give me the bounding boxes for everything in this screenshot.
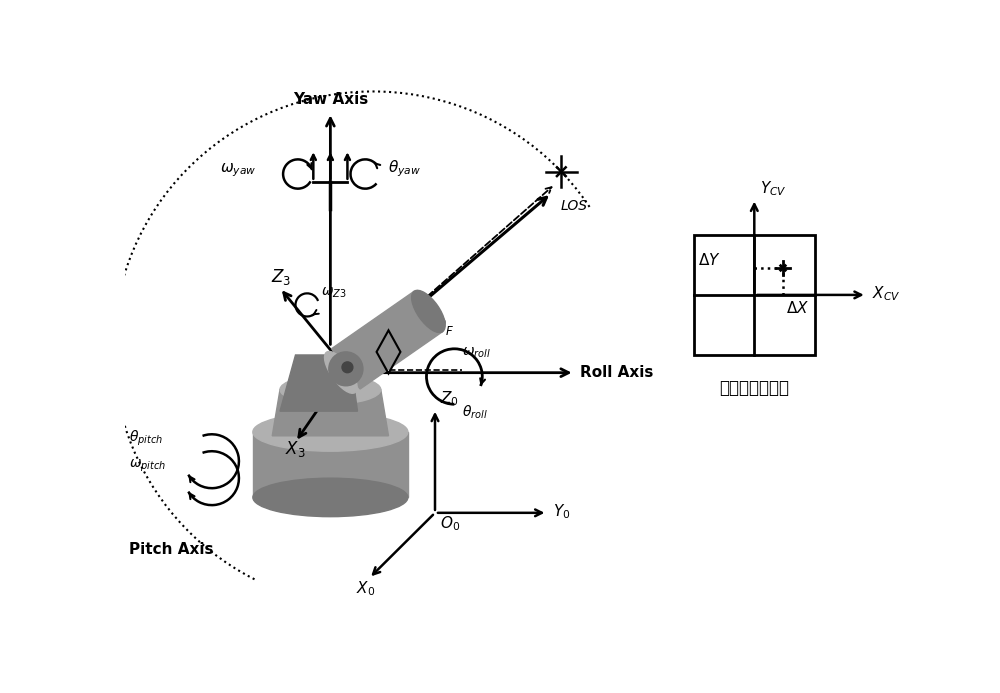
Text: $\theta_{yaw}$: $\theta_{yaw}$ (388, 159, 421, 179)
Text: $\Delta X$: $\Delta X$ (786, 300, 809, 317)
Bar (694, 235, 815, 355)
Polygon shape (272, 389, 388, 436)
Text: $Y_{0}$: $Y_{0}$ (553, 502, 570, 520)
Circle shape (329, 352, 363, 386)
Text: $\theta_{roll}$: $\theta_{roll}$ (462, 403, 488, 421)
Text: 目标探测器靶面: 目标探测器靶面 (719, 380, 789, 398)
Text: $X_{CV}$: $X_{CV}$ (872, 284, 901, 303)
Polygon shape (253, 432, 408, 498)
Text: $\theta_{F}$: $\theta_{F}$ (435, 316, 454, 337)
Text: Roll Axis: Roll Axis (580, 365, 653, 380)
Text: $X_{0}$: $X_{0}$ (356, 579, 375, 598)
Text: $\omega_{yaw}$: $\omega_{yaw}$ (220, 161, 257, 179)
Ellipse shape (280, 375, 381, 404)
Ellipse shape (325, 351, 357, 394)
Polygon shape (280, 355, 358, 411)
Text: $Z_{0}$: $Z_{0}$ (440, 389, 459, 408)
Polygon shape (332, 291, 443, 389)
Text: $\omega_{pitch}$: $\omega_{pitch}$ (129, 457, 166, 474)
Text: LOS: LOS (561, 199, 588, 213)
Ellipse shape (253, 413, 408, 451)
Text: $X_{3}$: $X_{3}$ (285, 439, 306, 459)
Text: $Z_{3}$: $Z_{3}$ (271, 267, 291, 287)
Text: Yaw Axis: Yaw Axis (293, 92, 368, 107)
Text: $\omega_{roll}$: $\omega_{roll}$ (462, 346, 491, 360)
Text: Pitch Axis: Pitch Axis (129, 542, 213, 556)
Circle shape (342, 362, 353, 373)
Text: $\theta_{pitch}$: $\theta_{pitch}$ (129, 429, 163, 448)
Ellipse shape (412, 290, 445, 333)
Text: $O_{0}$: $O_{0}$ (440, 514, 461, 533)
Text: $\omega_{Z3}$: $\omega_{Z3}$ (321, 286, 347, 300)
Ellipse shape (253, 478, 408, 517)
Text: $\Delta Y$: $\Delta Y$ (698, 252, 720, 268)
Text: $Y_{CV}$: $Y_{CV}$ (761, 179, 787, 198)
Text: $Y_{3}$: $Y_{3}$ (405, 319, 424, 340)
